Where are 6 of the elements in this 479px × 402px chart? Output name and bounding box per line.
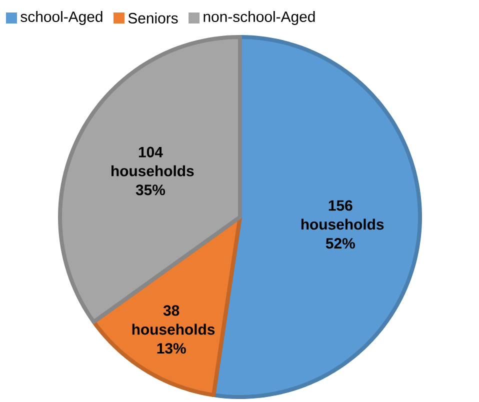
data-label: 38 households 13% [132,305,215,354]
legend-label: school-Aged [20,11,102,25]
legend-label: Seniors [128,12,178,24]
data-label: 156 households 52% [301,200,384,249]
legend-label: non-school-Aged [204,11,315,25]
data-label: 104 households 35% [112,146,194,196]
